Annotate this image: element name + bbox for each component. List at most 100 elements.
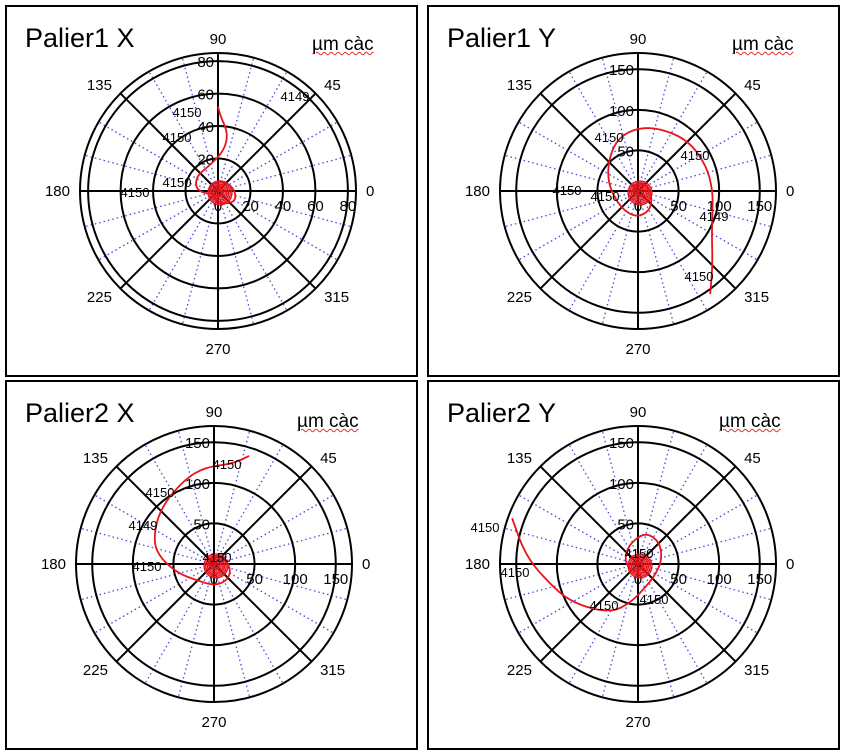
radial-tick-label: 50: [670, 198, 687, 215]
minor-gridline: [504, 190, 639, 228]
orbit-loop: [203, 553, 229, 579]
point-annotation: 4149: [129, 518, 158, 533]
orbit-loop: [215, 188, 225, 198]
angle-tick-label: 45: [324, 77, 341, 94]
major-gridline: [637, 563, 737, 663]
minor-gridline: [601, 563, 639, 698]
angle-tick-label: 135: [507, 450, 532, 467]
orbit-loop: [205, 555, 227, 577]
orbit-loop: [634, 187, 646, 199]
radial-tick-label: 50: [670, 571, 687, 588]
minor-gridline: [637, 527, 772, 565]
minor-gridline: [217, 190, 255, 325]
unit-text: µm càc: [719, 411, 781, 432]
minor-gridline: [213, 563, 284, 684]
point-annotation: 4150: [590, 598, 619, 613]
minor-gridline: [504, 563, 639, 601]
minor-gridline: [181, 190, 219, 325]
radial-tick-label: 0: [634, 571, 642, 588]
angle-tick-label: 315: [320, 662, 345, 679]
angle-tick-label: 45: [744, 77, 761, 94]
angle-tick-label: 90: [206, 404, 223, 421]
angle-tick-label: 90: [210, 31, 227, 48]
minor-gridline: [98, 190, 219, 261]
minor-gridline: [518, 494, 639, 565]
major-gridline: [539, 190, 639, 290]
minor-gridline: [80, 563, 215, 601]
chart-title: Palier1 Y: [447, 23, 557, 53]
orbit-loop: [630, 183, 650, 203]
minor-gridline: [217, 121, 338, 192]
minor-gridline: [568, 71, 639, 192]
minor-gridline: [213, 444, 284, 565]
unit-label: µm càc: [297, 412, 359, 431]
minor-gridline: [518, 121, 639, 192]
angle-tick-label: 225: [83, 662, 108, 679]
angle-tick-label: 270: [625, 714, 650, 731]
minor-gridline: [568, 563, 639, 684]
minor-gridline: [213, 527, 348, 565]
minor-gridline: [518, 563, 639, 634]
major-gridline: [213, 465, 313, 565]
orbit-loop: [210, 183, 230, 203]
radial-tick-label: 100: [185, 476, 210, 493]
minor-gridline: [637, 430, 675, 565]
minor-gridline: [148, 190, 219, 311]
point-annotation: 4149: [281, 89, 310, 104]
radial-tick-label: 40: [275, 198, 292, 215]
minor-gridline: [637, 563, 708, 684]
radial-tick-label: 50: [193, 516, 210, 533]
minor-gridline: [637, 563, 772, 601]
radial-tick-label: 20: [197, 152, 214, 169]
chart-panel-palier2-y: Palier2 Y µm càc 0 45 90 135 180 225 270 315 0 50…: [427, 380, 840, 750]
minor-gridline: [177, 563, 215, 698]
polar-chart: 0 45 90 135 180 225 270 315 0 20 20 40 40 60 60 80 80 414…: [45, 31, 374, 358]
angle-tick-label: 45: [320, 450, 337, 467]
minor-gridline: [213, 563, 251, 698]
radial-tick-label: 0: [210, 571, 218, 588]
chart-title: Palier2 Y: [447, 398, 557, 428]
radial-tick-label: 50: [617, 143, 634, 160]
orbit-loop: [632, 185, 648, 201]
angle-tick-label: 135: [507, 77, 532, 94]
minor-gridline: [637, 154, 772, 192]
minor-gridline: [601, 57, 639, 192]
orbit-loop: [630, 556, 650, 576]
unit-text: µm càc: [312, 34, 374, 55]
angle-tick-label: 225: [507, 662, 532, 679]
unit-text: µm càc: [297, 411, 359, 432]
angle-tick-label: 180: [41, 556, 66, 573]
point-annotation: 4150: [133, 559, 162, 574]
minor-gridline: [637, 71, 708, 192]
point-annotation: 4150: [163, 130, 192, 145]
point-annotation: 4150: [591, 189, 620, 204]
orbit-loop: [637, 190, 643, 196]
radial-tick-label: 80: [197, 54, 214, 71]
radial-tick-label: 150: [323, 571, 348, 588]
minor-gridline: [637, 190, 772, 228]
point-annotation: 4150: [501, 565, 530, 580]
unit-label: µm càc: [719, 412, 781, 431]
minor-gridline: [637, 563, 758, 634]
radial-tick-label: 150: [609, 435, 634, 452]
angle-tick-label: 90: [630, 404, 647, 421]
minor-gridline: [213, 494, 334, 565]
point-annotation: 4150: [595, 130, 624, 145]
minor-gridline: [94, 563, 215, 634]
orbit-loop: [207, 180, 233, 206]
minor-gridline: [217, 190, 352, 228]
radial-tick-label: 80: [340, 198, 357, 215]
orbit-loop: [210, 560, 222, 572]
angle-tick-label: 90: [630, 31, 647, 48]
major-gridline: [539, 92, 639, 192]
point-annotation: 4149: [700, 209, 729, 224]
orbit-loop: [627, 180, 653, 206]
orbit-loop: [627, 553, 653, 579]
minor-gridline: [637, 121, 758, 192]
minor-gridline: [637, 190, 758, 261]
angle-tick-label: 135: [87, 77, 112, 94]
angle-tick-label: 270: [205, 341, 230, 358]
point-annotation: 4150: [173, 105, 202, 120]
